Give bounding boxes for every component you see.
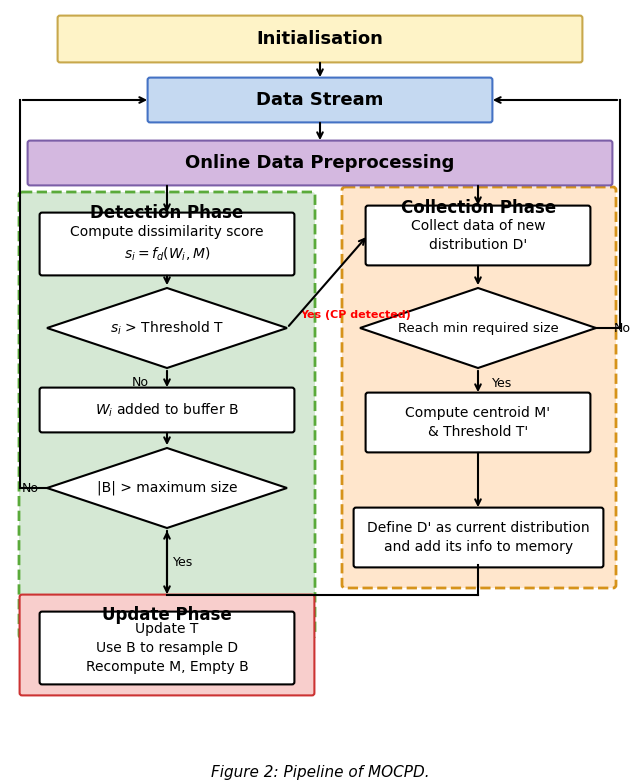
Text: No: No	[22, 481, 39, 495]
Text: No: No	[614, 321, 631, 335]
Text: Online Data Preprocessing: Online Data Preprocessing	[186, 154, 454, 172]
Text: Yes: Yes	[492, 376, 512, 390]
Text: Figure 2: Pipeline of MOCPD.: Figure 2: Pipeline of MOCPD.	[211, 764, 429, 779]
Text: Collection Phase: Collection Phase	[401, 199, 557, 217]
Text: Reach min required size: Reach min required size	[397, 321, 558, 335]
FancyBboxPatch shape	[342, 187, 616, 588]
FancyBboxPatch shape	[40, 212, 294, 275]
FancyBboxPatch shape	[58, 16, 582, 63]
Text: Collect data of new
distribution D': Collect data of new distribution D'	[411, 219, 545, 252]
Text: Update T
Use B to resample D
Recompute M, Empty B: Update T Use B to resample D Recompute M…	[86, 622, 248, 674]
Polygon shape	[47, 448, 287, 528]
Text: Compute dissimilarity score
$s_i = f_d(W_i, M)$: Compute dissimilarity score $s_i = f_d(W…	[70, 225, 264, 263]
FancyBboxPatch shape	[19, 192, 315, 638]
Text: |B| > maximum size: |B| > maximum size	[97, 481, 237, 495]
FancyBboxPatch shape	[354, 507, 604, 568]
Text: Yes (CP detected): Yes (CP detected)	[300, 310, 411, 320]
FancyBboxPatch shape	[40, 612, 294, 684]
Text: Data Stream: Data Stream	[256, 91, 384, 109]
Polygon shape	[360, 288, 596, 368]
FancyBboxPatch shape	[365, 205, 591, 266]
Text: $s_i$ > Threshold T: $s_i$ > Threshold T	[110, 319, 224, 336]
FancyBboxPatch shape	[20, 594, 314, 695]
Text: Initialisation: Initialisation	[257, 30, 383, 48]
FancyBboxPatch shape	[28, 140, 612, 185]
Text: $W_i$ added to buffer B: $W_i$ added to buffer B	[95, 401, 239, 419]
FancyBboxPatch shape	[148, 78, 492, 122]
Text: Detection Phase: Detection Phase	[90, 204, 244, 222]
FancyBboxPatch shape	[365, 393, 591, 452]
Text: Compute centroid M'
& Threshold T': Compute centroid M' & Threshold T'	[405, 406, 550, 439]
FancyBboxPatch shape	[40, 387, 294, 433]
Text: Define D' as current distribution
and add its info to memory: Define D' as current distribution and ad…	[367, 521, 590, 554]
Text: Yes: Yes	[173, 557, 193, 569]
Polygon shape	[47, 288, 287, 368]
Text: Update Phase: Update Phase	[102, 606, 232, 624]
Text: No: No	[131, 376, 148, 389]
